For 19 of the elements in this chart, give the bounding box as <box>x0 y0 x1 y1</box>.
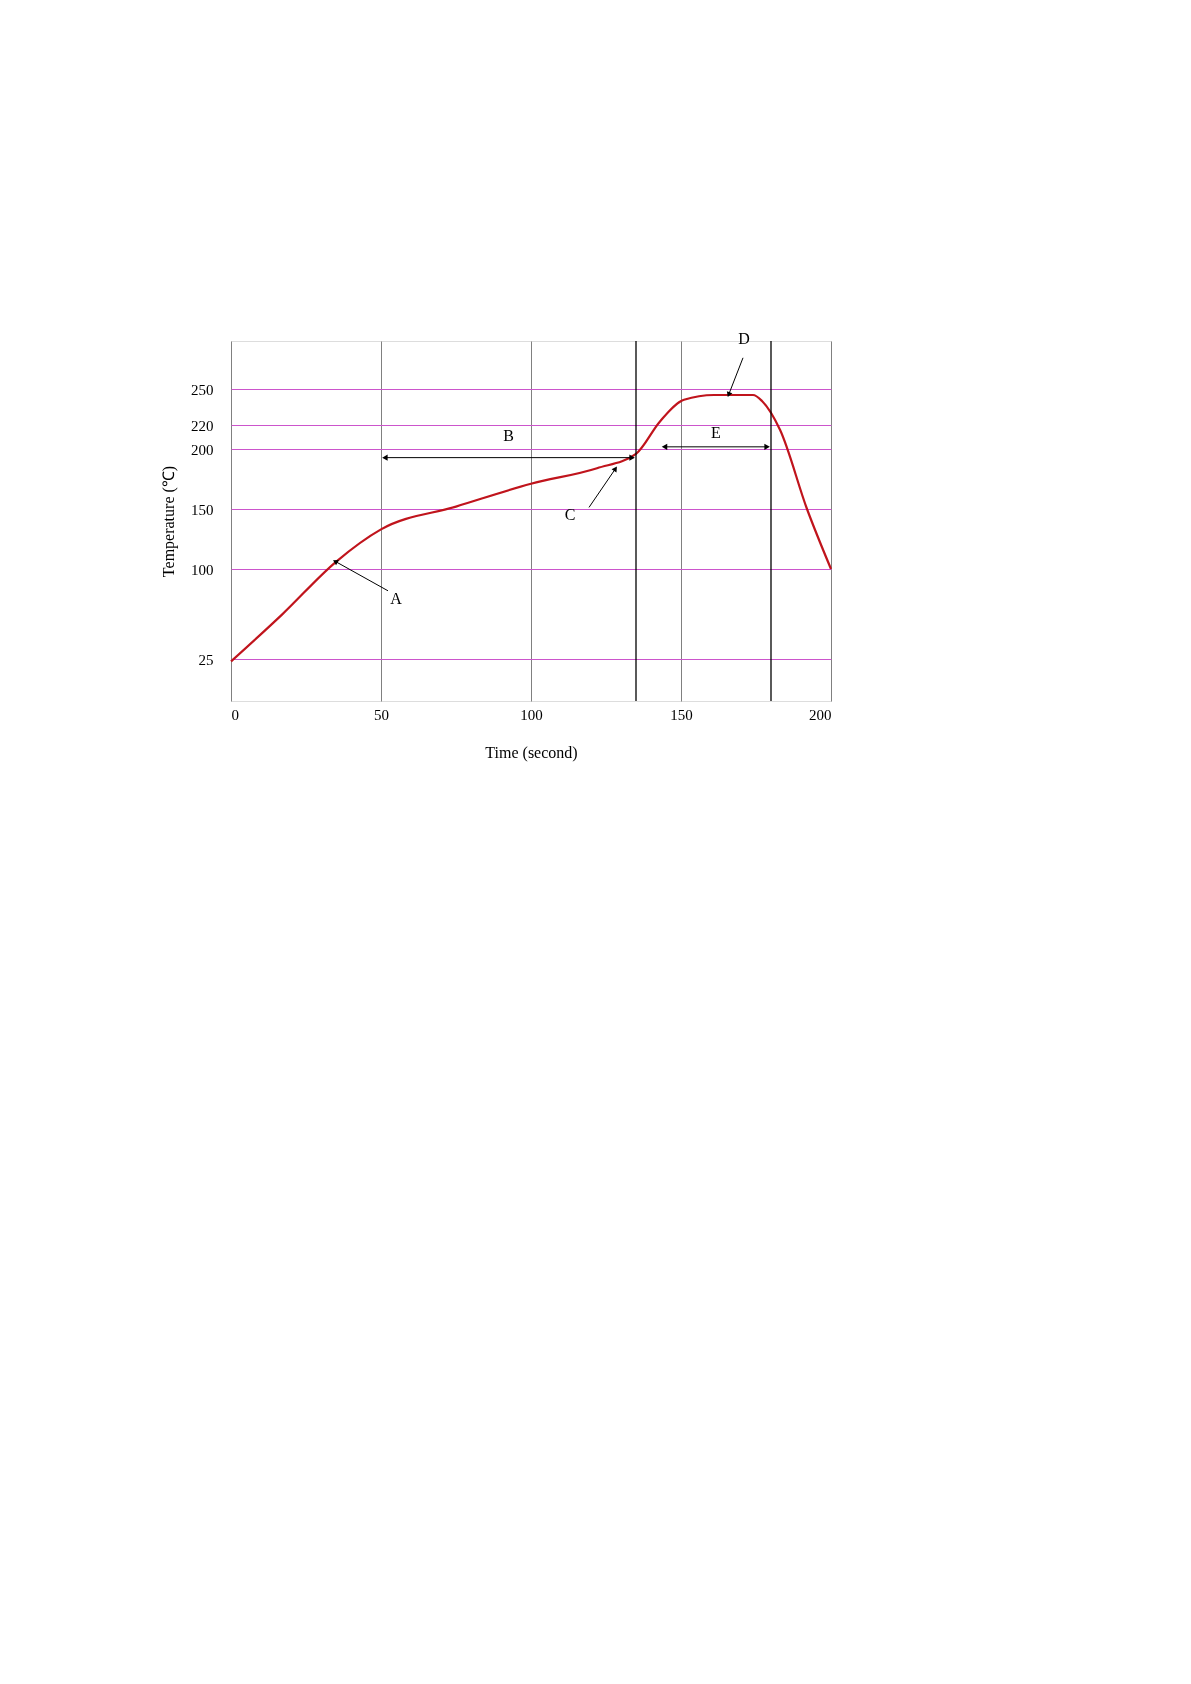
annotation: C <box>564 506 576 524</box>
y-tick-label: 100 <box>191 561 214 578</box>
annotation: D <box>738 329 750 347</box>
x-tick-label: 200 <box>809 706 832 723</box>
y-tick-label: 250 <box>191 381 214 398</box>
x-tick-label: 50 <box>374 706 389 723</box>
annotation: A <box>390 589 403 607</box>
annotation: B <box>503 426 514 444</box>
y-tick-label: 220 <box>191 417 214 434</box>
x-tick-label: 0 <box>231 706 239 723</box>
x-axis-title: Time (second) <box>485 743 578 762</box>
x-tick-label: 100 <box>520 706 543 723</box>
annotation: E <box>710 423 721 441</box>
line-series <box>229 393 833 663</box>
y-tick-label: 150 <box>191 501 214 518</box>
y-axis-title: Temperature (℃) <box>160 465 178 578</box>
y-tick-label: 25 <box>198 651 214 668</box>
x-tick-label: 150 <box>670 706 693 723</box>
y-tick-label: 200 <box>191 441 214 458</box>
